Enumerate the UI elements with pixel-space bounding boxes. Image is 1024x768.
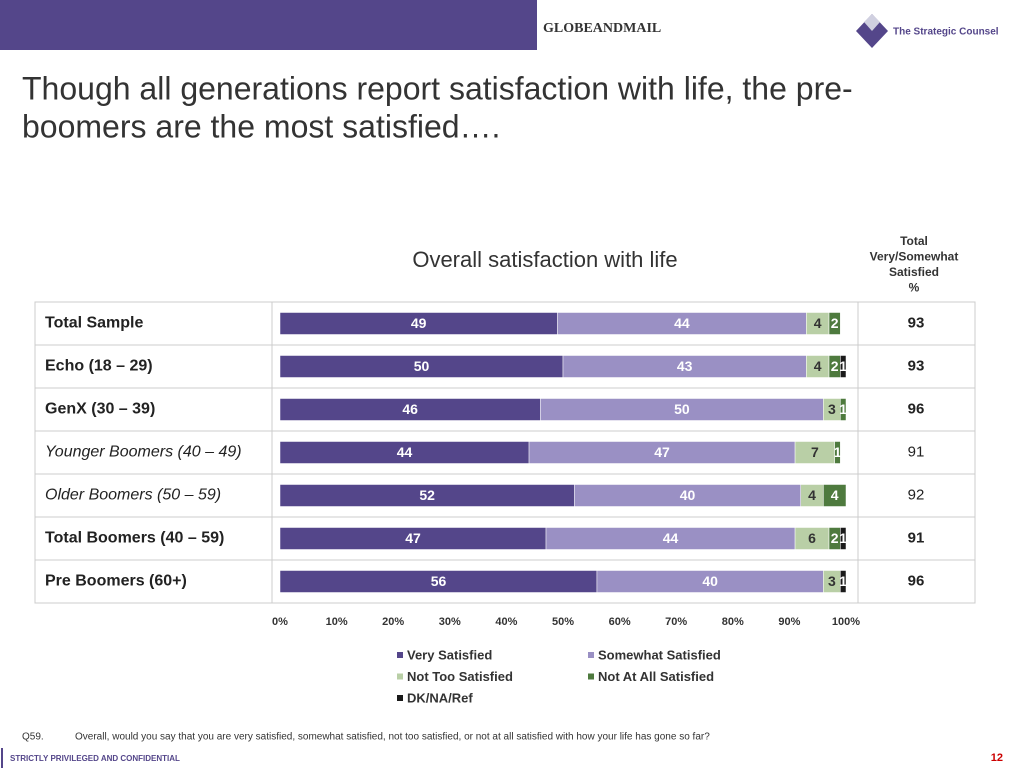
value-label: 49	[411, 315, 427, 331]
company-logo: The Strategic Counsel	[893, 27, 999, 38]
legend-swatch	[588, 652, 594, 658]
value-label: 4	[831, 487, 839, 503]
footnote-text: Overall, would you say that you are very…	[75, 732, 710, 743]
legend-label: Very Satisfied	[407, 647, 492, 662]
legend-swatch	[397, 695, 403, 701]
row-label: Echo (18 – 29)	[45, 358, 153, 375]
legend-label: DK/NA/Ref	[407, 690, 473, 705]
total-value: 96	[908, 400, 925, 417]
table-frame	[34, 301, 976, 604]
header-band	[0, 0, 537, 50]
value-label: 47	[654, 444, 670, 460]
row-label: Total Boomers (40 – 59)	[45, 530, 224, 547]
row-label: Total Sample	[45, 315, 143, 332]
legend-label: Not Too Satisfied	[407, 669, 513, 684]
value-label: 6	[808, 530, 816, 546]
x-tick-label: 80%	[722, 616, 744, 628]
value-label: 44	[663, 530, 679, 546]
value-label: 56	[431, 573, 447, 589]
value-label: 3	[828, 401, 836, 417]
bar-segment	[840, 527, 847, 550]
x-tick-label: 100%	[832, 616, 860, 628]
value-label: 4	[808, 487, 816, 503]
chart-title: Overall satisfaction with life	[412, 247, 677, 272]
totals-heading: Very/Somewhat	[870, 250, 959, 264]
row-label: Older Boomers (50 – 59)	[45, 487, 221, 504]
legend-label: Not At All Satisfied	[598, 669, 714, 684]
value-label: 2	[831, 315, 839, 331]
page-number: 12	[991, 752, 1003, 764]
value-label: 2	[831, 530, 839, 546]
totals-heading: Satisfied	[889, 265, 939, 279]
value-label: 3	[828, 573, 836, 589]
bar-segment	[834, 441, 841, 464]
x-tick-label: 10%	[326, 616, 348, 628]
footnote-id: Q59.	[22, 732, 44, 743]
value-label: 52	[419, 487, 435, 503]
total-value: 96	[908, 572, 925, 589]
value-label: 44	[674, 315, 690, 331]
total-value: 92	[908, 486, 925, 503]
total-value: 91	[908, 443, 925, 460]
x-tick-label: 0%	[272, 616, 288, 628]
totals-heading: Total	[900, 234, 928, 248]
row-label: GenX (30 – 39)	[45, 401, 155, 418]
x-tick-label: 90%	[778, 616, 800, 628]
x-tick-label: 30%	[439, 616, 461, 628]
row-label: Younger Boomers (40 – 49)	[45, 444, 242, 461]
x-tick-label: 70%	[665, 616, 687, 628]
bar-segment	[840, 398, 847, 421]
value-label: 50	[414, 358, 430, 374]
value-label: 7	[811, 444, 819, 460]
brand-logo: GLOBEANDMAIL	[543, 21, 661, 36]
value-label: 1	[839, 530, 847, 546]
headline: Though all generations report satisfacti…	[22, 70, 853, 106]
x-tick-label: 60%	[609, 616, 631, 628]
footer-notice: STRICTLY PRIVILEGED AND CONFIDENTIAL	[10, 754, 180, 763]
value-label: 2	[831, 358, 839, 374]
bar-segment	[828, 312, 841, 335]
legend-swatch	[397, 652, 403, 658]
value-label: 1	[839, 573, 847, 589]
legend-swatch	[397, 673, 403, 680]
value-label: 50	[674, 401, 690, 417]
total-value: 93	[908, 314, 925, 331]
bar-segment	[823, 484, 847, 507]
legend-swatch	[588, 673, 594, 680]
value-label: 40	[680, 487, 696, 503]
value-label: 1	[834, 444, 842, 460]
company-logo-mark	[864, 14, 880, 31]
value-label: 44	[397, 444, 413, 460]
headline: boomers are the most satisfied….	[22, 108, 500, 144]
x-tick-label: 50%	[552, 616, 574, 628]
legend-label: Somewhat Satisfied	[598, 647, 721, 662]
total-value: 93	[908, 357, 925, 374]
x-tick-label: 20%	[382, 616, 404, 628]
value-label: 40	[702, 573, 718, 589]
value-label: 1	[839, 358, 847, 374]
totals-heading: %	[909, 281, 920, 295]
value-label: 4	[814, 315, 822, 331]
total-value: 91	[908, 529, 925, 546]
value-label: 47	[405, 530, 421, 546]
value-label: 1	[839, 401, 847, 417]
value-label: 43	[677, 358, 693, 374]
bar-segment	[840, 570, 847, 593]
value-label: 46	[402, 401, 418, 417]
bar-segment	[840, 355, 847, 378]
value-label: 4	[814, 358, 822, 374]
x-tick-label: 40%	[495, 616, 517, 628]
row-label: Pre Boomers (60+)	[45, 573, 187, 590]
